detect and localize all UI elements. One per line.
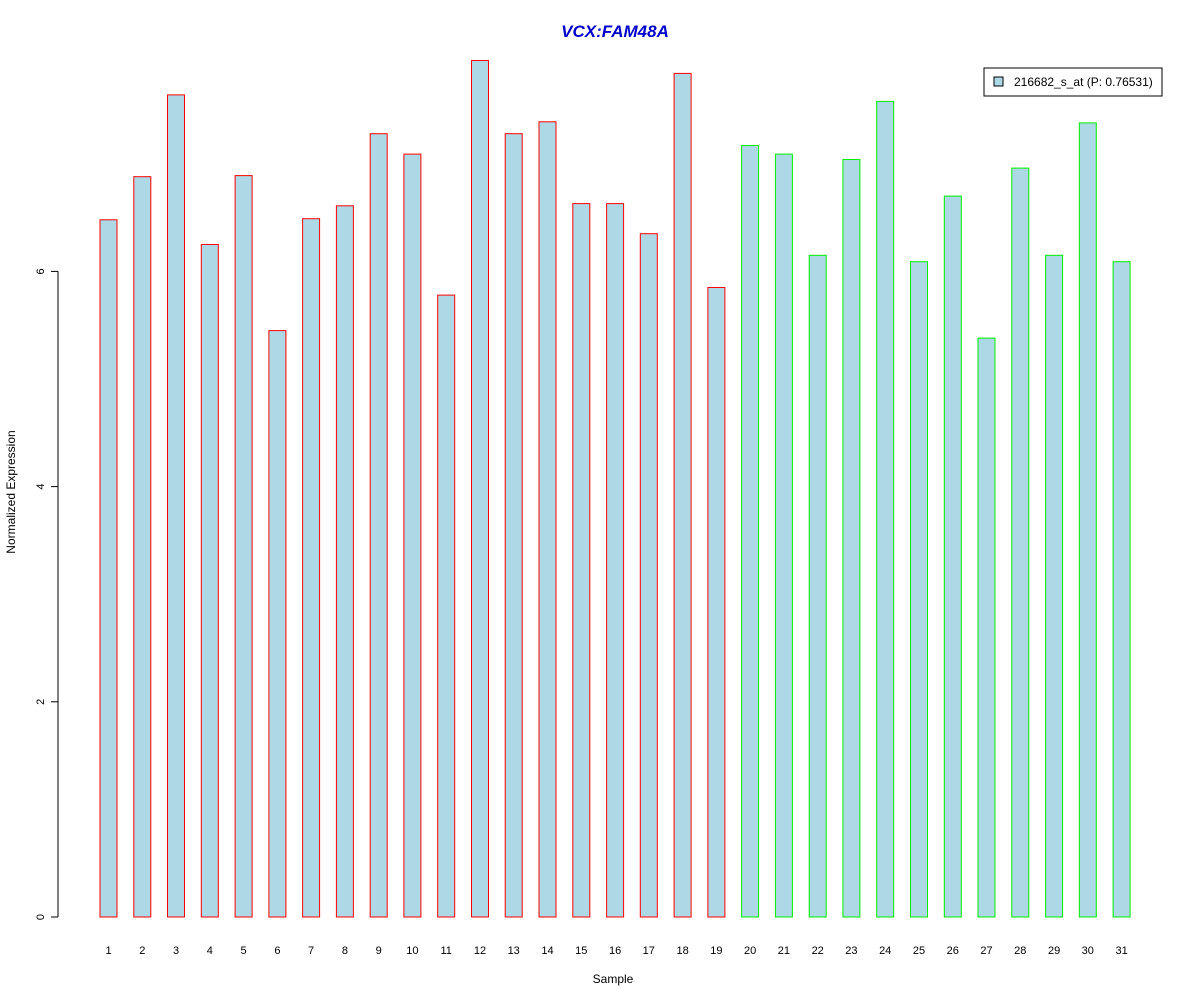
x-tick-label: 30 xyxy=(1082,945,1094,957)
bar-sample-30 xyxy=(1078,122,1097,918)
x-tick-label: 20 xyxy=(744,945,756,957)
x-tick-label: 19 xyxy=(710,945,722,957)
bar-sample-22 xyxy=(808,254,827,918)
x-tick-label: 23 xyxy=(845,945,857,957)
bar-sample-6 xyxy=(268,330,287,918)
x-tick-label: 25 xyxy=(913,945,925,957)
x-axis-label: Sample xyxy=(593,972,634,986)
bar-sample-12 xyxy=(471,60,489,918)
x-tick-label: 22 xyxy=(812,945,824,957)
bar-sample-5 xyxy=(234,175,253,918)
x-tick-labels: 1 2 3 4 5 6 7 8 9 10 11 12 13 14 15 16 17 18 19 20 21 22 23 24 2… xyxy=(105,945,1127,957)
x-tick-label: 18 xyxy=(676,945,688,957)
x-tick-label: 10 xyxy=(406,945,418,957)
bar-sample-14 xyxy=(538,121,557,918)
bar-sample-1 xyxy=(99,219,118,918)
legend: 216682_s_at (P: 0.76531) xyxy=(983,67,1163,97)
y-tick-label: 4 xyxy=(35,484,47,490)
x-tick-label: 17 xyxy=(643,945,655,957)
x-tick-label: 9 xyxy=(376,945,382,957)
y-axis-label: Normalized Expression xyxy=(4,430,18,553)
x-tick-label: 27 xyxy=(980,945,992,957)
bar-sample-24 xyxy=(876,100,895,918)
x-tick-label: 13 xyxy=(508,945,520,957)
x-tick-label: 6 xyxy=(274,945,280,957)
bar-sample-7 xyxy=(302,218,321,918)
bar-sample-28 xyxy=(1011,167,1030,918)
x-tick-label: 1 xyxy=(105,945,111,957)
bar-sample-27 xyxy=(977,337,996,918)
bar-sample-8 xyxy=(335,205,354,918)
x-tick-label: 14 xyxy=(541,945,553,957)
legend-label: 216682_s_at (P: 0.76531) xyxy=(1014,75,1153,89)
bar-sample-21 xyxy=(774,153,793,918)
legend-swatch xyxy=(993,76,1004,87)
x-tick-label: 31 xyxy=(1115,945,1127,957)
x-tick-label: 28 xyxy=(1014,945,1026,957)
bar-sample-29 xyxy=(1045,254,1064,918)
x-tick-label: 4 xyxy=(207,945,213,957)
bar-sample-17 xyxy=(639,233,658,918)
bar-sample-13 xyxy=(504,133,523,918)
y-axis: 0 2 4 6 xyxy=(35,268,59,920)
x-tick-label: 24 xyxy=(879,945,891,957)
x-tick-label: 3 xyxy=(173,945,179,957)
x-tick-label: 16 xyxy=(609,945,621,957)
bar-sample-25 xyxy=(910,261,928,918)
chart-title: VCX:FAM48A xyxy=(561,22,669,41)
bar-sample-23 xyxy=(842,159,861,918)
x-tick-label: 21 xyxy=(778,945,790,957)
x-tick-label: 12 xyxy=(474,945,486,957)
bars-group xyxy=(99,60,1131,918)
x-tick-label: 15 xyxy=(575,945,587,957)
bar-sample-20 xyxy=(741,145,760,918)
x-tick-label: 29 xyxy=(1048,945,1060,957)
x-tick-label: 5 xyxy=(241,945,247,957)
x-tick-label: 2 xyxy=(139,945,145,957)
bar-sample-4 xyxy=(200,244,219,918)
bar-sample-18 xyxy=(673,72,692,918)
bar-sample-16 xyxy=(606,203,625,918)
x-tick-label: 7 xyxy=(308,945,314,957)
y-tick-label: 6 xyxy=(35,268,47,274)
legend-box xyxy=(983,67,1163,97)
bar-sample-31 xyxy=(1112,261,1131,918)
bar-sample-9 xyxy=(369,133,388,918)
bar-sample-26 xyxy=(943,195,962,918)
x-tick-label: 11 xyxy=(440,945,451,957)
bar-sample-10 xyxy=(403,153,422,918)
bar-sample-15 xyxy=(572,203,591,918)
bar-sample-3 xyxy=(167,94,185,918)
x-tick-label: 8 xyxy=(342,945,348,957)
y-tick-label: 2 xyxy=(35,699,47,705)
x-tick-label: 26 xyxy=(947,945,959,957)
bar-sample-11 xyxy=(437,294,456,918)
y-tick-label: 0 xyxy=(35,914,47,920)
bar-sample-19 xyxy=(707,287,726,918)
bar-sample-2 xyxy=(133,176,152,918)
